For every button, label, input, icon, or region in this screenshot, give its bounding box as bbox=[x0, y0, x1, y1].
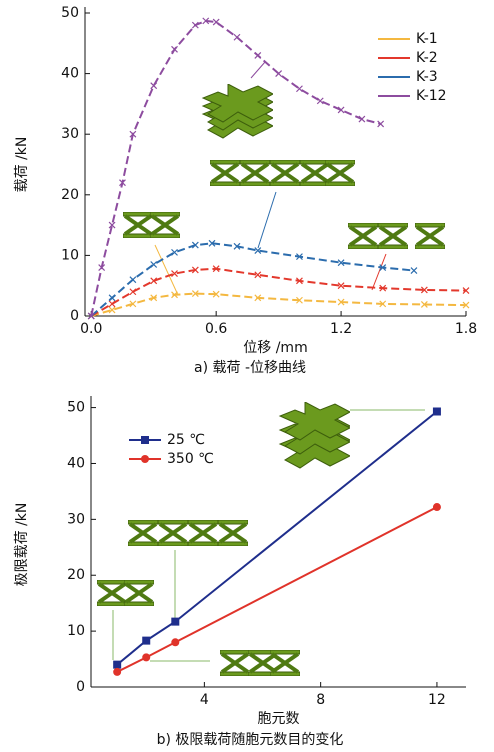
leader-line bbox=[372, 254, 386, 290]
marker bbox=[213, 19, 219, 25]
x-axis-label: 胞元数 bbox=[258, 711, 300, 727]
lattice bbox=[415, 223, 445, 249]
leader-line bbox=[258, 192, 276, 248]
marker bbox=[171, 638, 179, 646]
y-tick-label: 30 bbox=[61, 126, 79, 142]
y-tick-label: 20 bbox=[67, 567, 85, 583]
y-tick-label: 50 bbox=[67, 400, 85, 416]
y-tick-label: 0 bbox=[76, 679, 85, 695]
figure: 010203040500.00.61.21.8位移 /mm载荷 /kNa) 载荷… bbox=[0, 0, 494, 752]
y-tick-label: 40 bbox=[67, 455, 85, 471]
marker bbox=[113, 661, 121, 669]
legend-label: 25 ℃ bbox=[167, 432, 205, 448]
x-tick-label: 0.6 bbox=[205, 321, 227, 337]
marker bbox=[255, 52, 261, 58]
chart-title: b) 极限载荷随胞元数目的变化 bbox=[157, 732, 344, 748]
marker bbox=[151, 261, 157, 267]
y-tick-label: 40 bbox=[61, 66, 79, 82]
lattice bbox=[128, 520, 158, 546]
lattice bbox=[240, 160, 270, 186]
y-tick-label: 10 bbox=[67, 623, 85, 639]
x-tick-label: 4 bbox=[200, 692, 209, 708]
lattice bbox=[270, 650, 300, 676]
marker bbox=[109, 295, 115, 301]
lattice bbox=[124, 580, 154, 606]
lattice bbox=[97, 580, 127, 606]
series-line bbox=[117, 507, 437, 672]
marker bbox=[276, 71, 282, 77]
lattice bbox=[150, 212, 180, 238]
marker bbox=[171, 618, 179, 626]
y-axis-label: 极限载荷 /kN bbox=[14, 503, 30, 587]
x-tick-label: 1.8 bbox=[455, 321, 477, 337]
marker bbox=[142, 653, 150, 661]
y-tick-label: 10 bbox=[61, 247, 79, 263]
legend-marker bbox=[141, 455, 149, 463]
legend-label: K-2 bbox=[416, 50, 438, 66]
legend-label: K-3 bbox=[416, 69, 438, 85]
marker bbox=[296, 86, 302, 92]
series-line bbox=[91, 243, 414, 316]
marker bbox=[411, 268, 417, 274]
legend-label: K-12 bbox=[416, 88, 447, 104]
lattice bbox=[188, 520, 218, 546]
legend-label: 350 ℃ bbox=[167, 451, 214, 467]
series-line bbox=[91, 294, 466, 316]
marker bbox=[234, 34, 240, 40]
marker bbox=[151, 83, 157, 89]
y-tick-label: 0 bbox=[70, 308, 79, 324]
x-tick-label: 8 bbox=[316, 692, 325, 708]
series-line bbox=[91, 269, 466, 316]
lattice bbox=[325, 160, 355, 186]
marker bbox=[172, 46, 178, 52]
x-tick-label: 1.2 bbox=[330, 321, 352, 337]
lattice bbox=[210, 160, 240, 186]
marker bbox=[433, 408, 441, 416]
marker bbox=[130, 277, 136, 283]
lattice bbox=[123, 212, 153, 238]
lattice bbox=[378, 223, 408, 249]
marker bbox=[172, 249, 178, 255]
lattice bbox=[218, 520, 248, 546]
marker bbox=[109, 301, 115, 307]
y-tick-label: 20 bbox=[61, 187, 79, 203]
marker bbox=[433, 503, 441, 511]
lattice bbox=[270, 160, 300, 186]
leader-line bbox=[251, 62, 265, 78]
chart-title: a) 载荷 -位移曲线 bbox=[194, 360, 306, 376]
y-tick-label: 30 bbox=[67, 511, 85, 527]
legend-label: K-1 bbox=[416, 31, 438, 47]
lattice bbox=[220, 650, 250, 676]
marker bbox=[142, 637, 150, 645]
x-tick-label: 0.0 bbox=[80, 321, 102, 337]
legend-marker bbox=[141, 436, 149, 444]
lattice bbox=[348, 223, 378, 249]
series-line bbox=[91, 21, 380, 316]
y-tick-label: 50 bbox=[61, 5, 79, 21]
marker bbox=[317, 98, 323, 104]
marker bbox=[113, 668, 121, 676]
lattice bbox=[158, 520, 188, 546]
x-tick-label: 12 bbox=[428, 692, 446, 708]
y-axis-label: 载荷 /kN bbox=[14, 137, 30, 193]
x-axis-label: 位移 /mm bbox=[243, 340, 307, 356]
